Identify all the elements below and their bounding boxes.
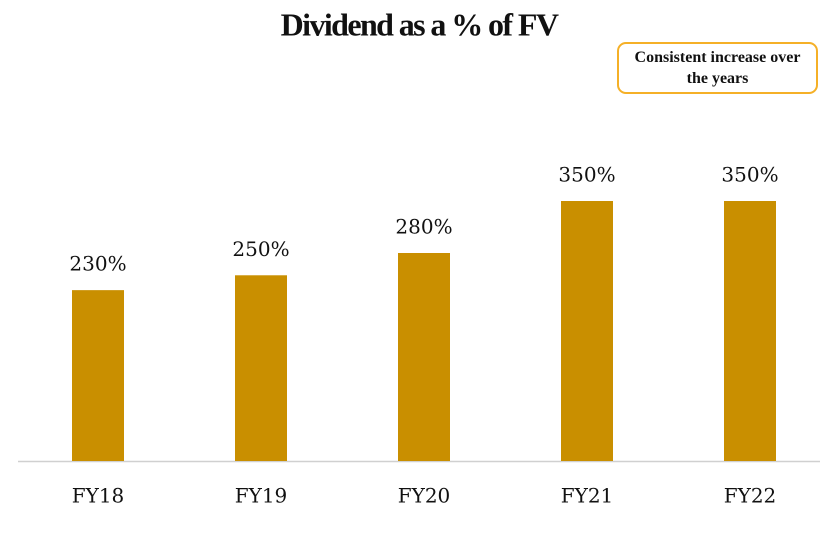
value-label: 250%: [232, 237, 289, 261]
x-tick-label: FY22: [724, 484, 777, 508]
bar: [561, 201, 613, 461]
bar: [724, 201, 776, 461]
x-tick-label: FY21: [561, 484, 614, 508]
value-label: 350%: [721, 163, 778, 187]
chart-title: Dividend as a % of FV: [281, 6, 559, 42]
value-label: 230%: [69, 252, 126, 276]
annotation: Consistent increase over the years: [617, 42, 818, 94]
value-label: 350%: [558, 163, 615, 187]
bar: [398, 253, 450, 461]
x-tick-label: FY18: [72, 484, 125, 508]
x-tick-label: FY19: [235, 484, 288, 508]
value-label: 280%: [395, 215, 452, 239]
bar: [72, 290, 124, 461]
x-tick-label: FY20: [398, 484, 451, 508]
bar: [235, 275, 287, 461]
